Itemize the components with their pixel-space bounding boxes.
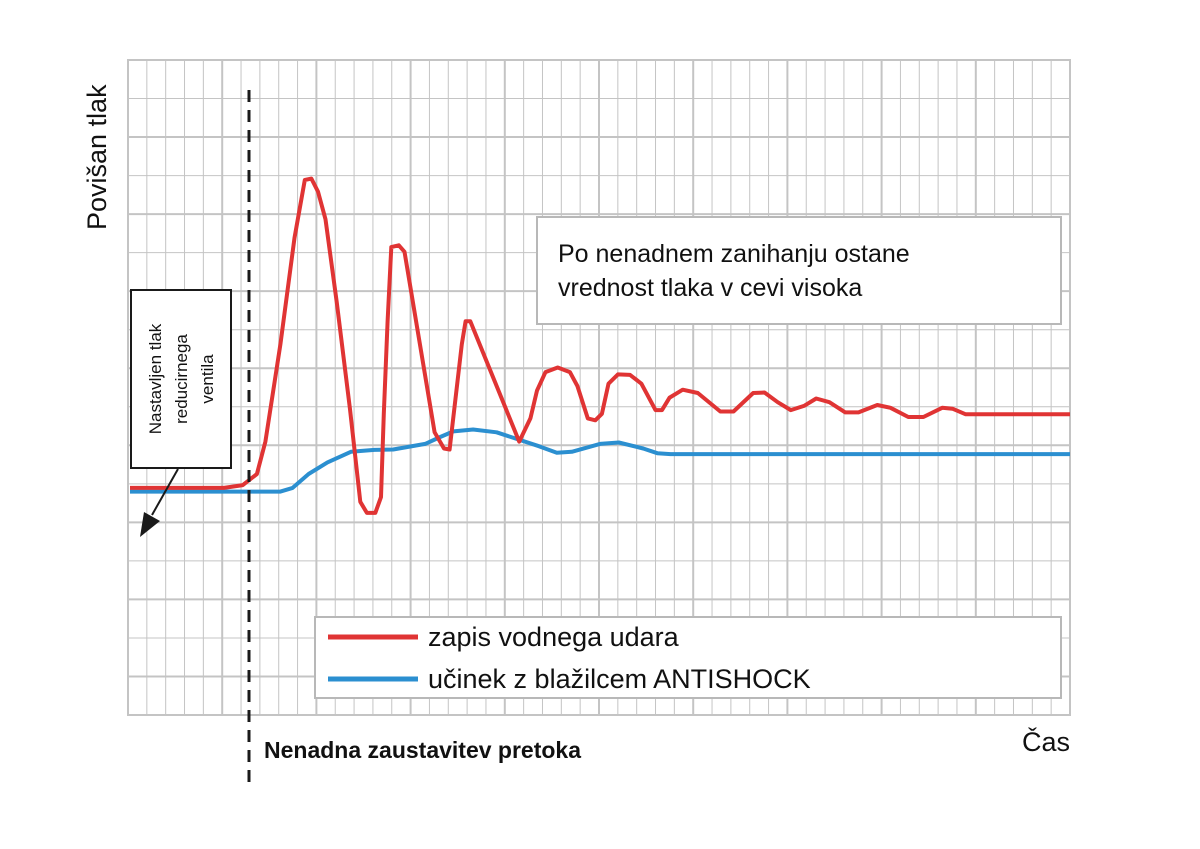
setpoint-callout: Nastavljen tlak reducirnega ventila — [130, 289, 232, 537]
setpoint-arrow-head — [140, 512, 160, 537]
note-line-2: vrednost tlaka v cevi visoka — [558, 274, 862, 302]
chart-grid — [128, 60, 1070, 715]
plot-frame — [127, 59, 1071, 716]
series-line-antishock — [130, 427, 1070, 494]
setpoint-line-2: reducirnega — [172, 334, 191, 424]
setpoint-line-1: Nastavljen tlak — [146, 323, 165, 434]
note-line-1: Po nenadnem zanihanju ostane — [558, 240, 910, 268]
note-box: Po nenadnem zanihanju ostane vrednost tl… — [536, 216, 1062, 325]
stop-label: Nenadna zaustavitev pretoka — [264, 737, 581, 763]
setpoint-line-3: ventila — [198, 354, 217, 404]
setpoint-arrow-shaft — [151, 468, 179, 516]
series-line-water-hammer — [130, 176, 1070, 515]
x-axis-label: Čas — [1022, 726, 1070, 757]
y-axis-label: Povišan tlak — [82, 84, 112, 230]
legend-label-antishock: učinek z blažilcem ANTISHOCK — [428, 664, 811, 694]
legend: zapis vodnega udara učinek z blažilcem A… — [314, 616, 1062, 699]
legend-label-water-hammer: zapis vodnega udara — [428, 622, 680, 652]
